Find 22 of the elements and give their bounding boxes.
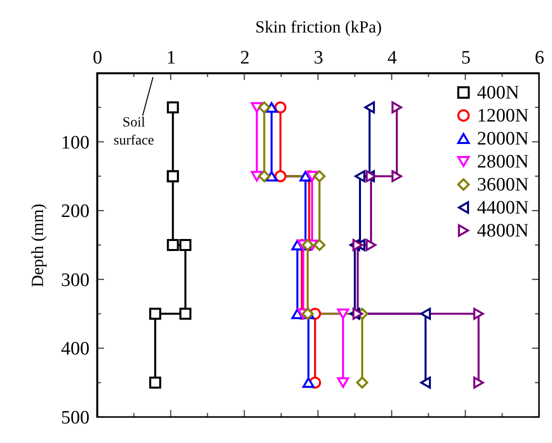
y-tick-label: 100 (61, 132, 90, 154)
legend-label: 2000N (477, 128, 529, 150)
legend-label: 400N (477, 82, 520, 104)
y-axis-title: Depth (mm) (28, 204, 47, 288)
y-tick-label: 200 (61, 201, 90, 222)
legend-label: 4800N (477, 220, 529, 242)
x-tick-label: 2 (240, 48, 250, 68)
x-tick-label: 6 (534, 48, 544, 68)
annotation: Soil surface (114, 116, 154, 149)
legend-label: 3600N (477, 174, 529, 196)
x-tick-label: 1 (166, 48, 176, 68)
x-tick-label: 5 (461, 48, 471, 68)
y-tick-label: 500 (61, 408, 90, 428)
legend-label: 4400N (477, 198, 529, 218)
x-tick-label: 0 (92, 48, 102, 68)
x-tick-label: 4 (387, 48, 398, 68)
x-tick-label: 3 (314, 48, 324, 68)
legend-label: 1200N (477, 106, 529, 126)
y-tick-label: 300 (61, 270, 90, 291)
x-axis-title: Skin friction (kPa) (255, 18, 382, 36)
legend-label: 2800N (477, 152, 529, 172)
y-tick-label: 400 (61, 338, 90, 360)
